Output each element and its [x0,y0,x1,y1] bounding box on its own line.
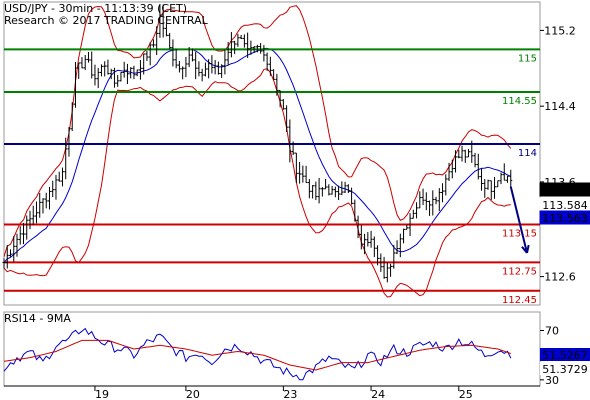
level-label: 115 [518,53,537,64]
rsi-ma-line [3,339,511,371]
price-tag-label: 113.623 [542,184,588,197]
price-tag-label: 113.563 [542,212,588,225]
level-label: 114 [518,148,537,159]
rsi-title: RSI14 - 9MA [4,312,71,325]
forecast-arrow-head [521,244,530,254]
level-label: 112.45 [502,295,537,306]
y-tick-label: 113.6 [544,176,576,189]
x-tick-label: 20 [186,388,200,400]
y-tick-label: 112.6 [544,271,576,284]
x-tick-label: 24 [371,388,385,400]
level-label: 114.55 [502,96,537,107]
rsi-tag-label: 51.5267 [542,349,588,362]
moving-average [3,47,512,263]
rsi-tag-label: 51.3729 [542,363,588,376]
rsi-tag-box [540,348,590,361]
level-label: 112.75 [502,266,537,277]
price-panel [3,1,541,306]
rsi-tag-box [540,362,590,375]
rsi-y-tick-label: 30 [545,374,559,387]
price-tag-box [539,182,590,197]
bollinger-upper [3,5,512,257]
forecast-arrow [509,186,528,254]
chart-title: USD/JPY - 30min - 11:13:39 (CET) [4,2,188,15]
x-tick-label: 19 [95,388,109,400]
x-tick-label: 23 [283,388,297,400]
y-tick-label: 115.2 [544,24,576,37]
price-tag-label: 113.584 [542,199,588,212]
rsi-y-tick-label: 70 [545,325,559,338]
rsi-line [3,327,512,381]
level-label: 113.15 [502,229,537,240]
price-tag-box [539,210,590,225]
chart-subtitle: Research © 2017 TRADING CENTRAL [4,14,208,27]
x-tick-label: 25 [459,388,473,400]
rsi-panel [3,311,541,387]
y-tick-label: 114.4 [544,100,576,113]
